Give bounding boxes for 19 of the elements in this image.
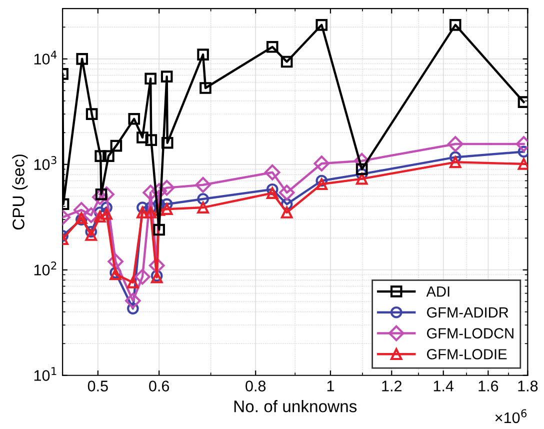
x-tick-label: 1.6: [478, 380, 498, 392]
legend-label: GFM-LODIE: [426, 349, 507, 360]
x-tick-label: 0.8: [246, 380, 266, 392]
x-tick-label: 1.8: [518, 380, 538, 392]
y-tick-label: 10$^{2}$: [34, 262, 56, 276]
legend-label: GFM-LODCN: [426, 328, 514, 338]
x-tick-label: 1.2: [382, 380, 402, 392]
x-tick-label: 1.4: [434, 380, 454, 392]
x-axis-title: No. of unknowns: [234, 400, 357, 412]
y-tick-label: 10$^{1}$: [34, 367, 56, 381]
x-tick-label: 1: [327, 380, 334, 392]
legend-label: ADI: [426, 286, 450, 297]
text: ×10$^{6}$: [495, 409, 527, 424]
x-tick-label: 0.6: [149, 380, 170, 392]
legend-label: GFM-ADIDR: [426, 307, 508, 318]
y-axis-title: CPU (sec): [12, 154, 28, 230]
y-tick-label: 10$^{3}$: [34, 156, 56, 170]
x-tick-label: 0.5: [88, 380, 108, 392]
y-tick-label: 10$^{4}$: [34, 50, 57, 64]
